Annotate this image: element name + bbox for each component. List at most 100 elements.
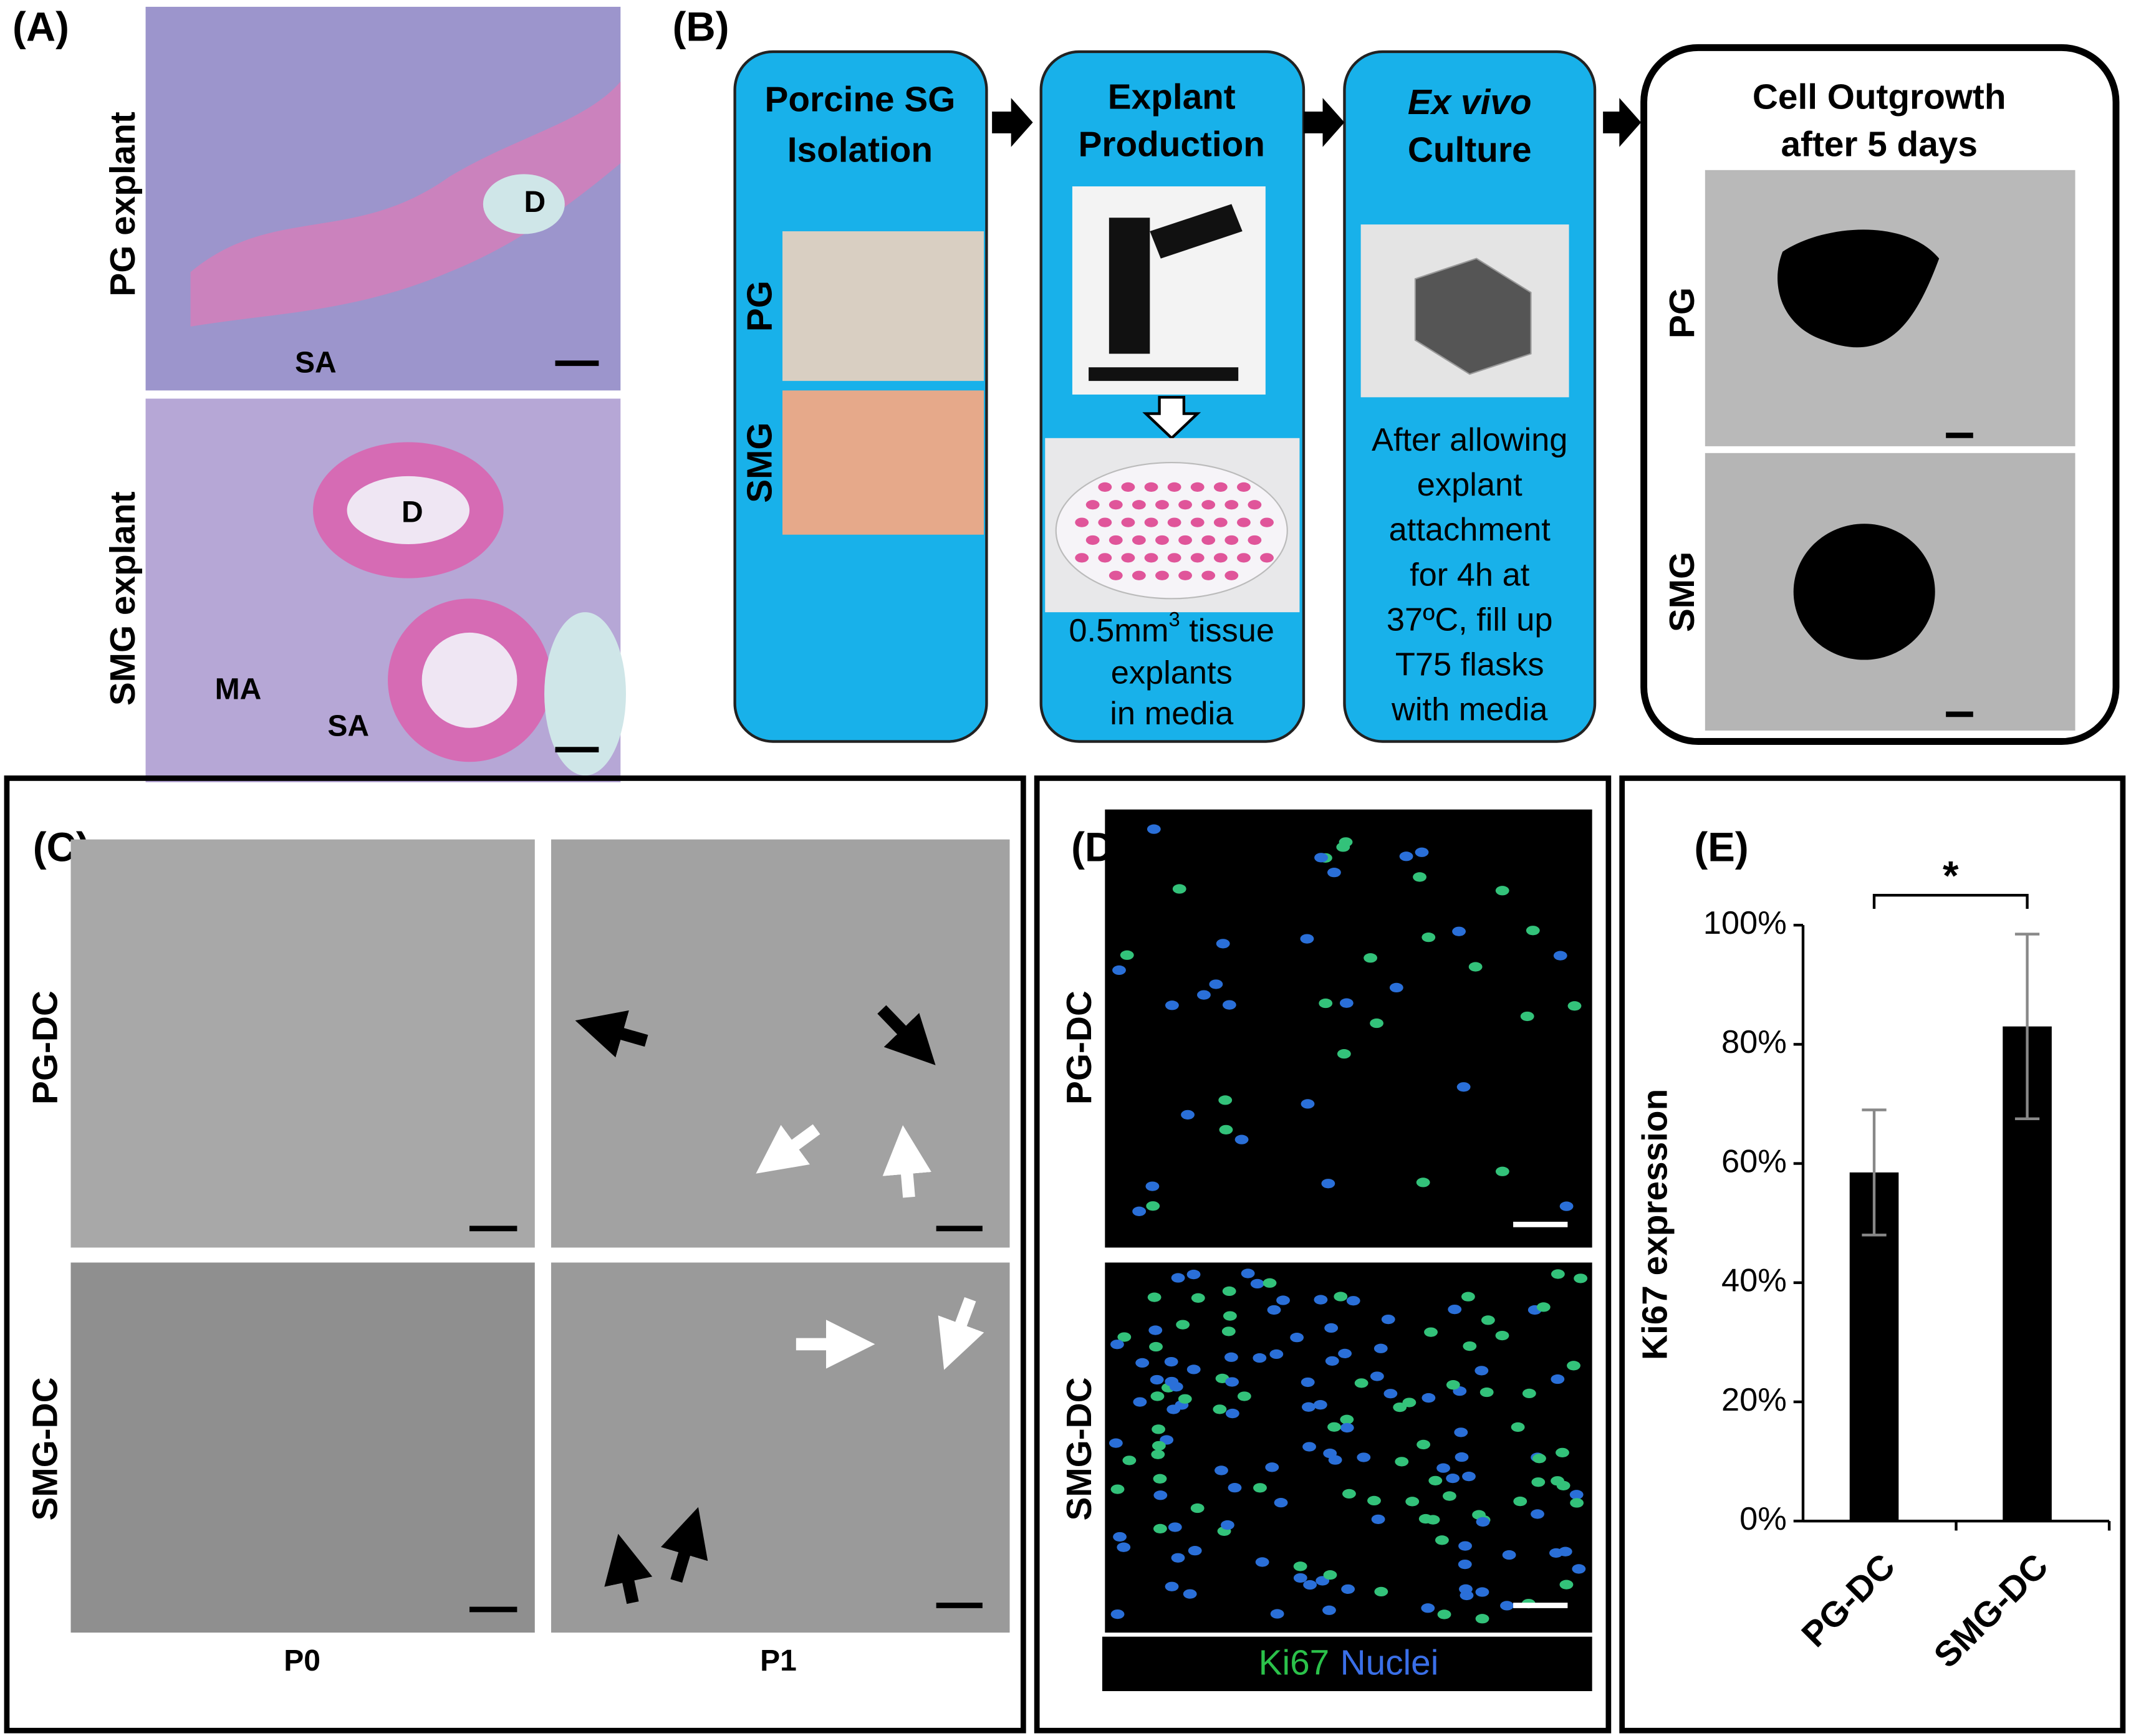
nucleus (1559, 1580, 1574, 1590)
explant-dot (1167, 553, 1181, 563)
nucleus (1456, 1082, 1471, 1092)
nucleus (1176, 1320, 1190, 1330)
row-label: SMG explant (103, 491, 143, 706)
explant-dot (1144, 517, 1158, 527)
row-label: SMG-DC (1060, 1377, 1099, 1520)
explant-dot (1085, 500, 1100, 510)
explant-dot (1085, 535, 1100, 545)
explant-dot (1237, 553, 1251, 563)
tissue-photo (782, 231, 984, 381)
explant-dot (1178, 570, 1192, 580)
explant-dot (1260, 517, 1274, 527)
nucleus (1181, 1110, 1195, 1120)
explant-dot (1237, 482, 1251, 492)
nucleus (1224, 1352, 1238, 1362)
explant-dot (1155, 500, 1169, 510)
panel-c: (C) PG-DC SMG-DC P0 P1 (4, 775, 1026, 1734)
step-text: attachment (1389, 512, 1551, 548)
error-bar (2014, 933, 2040, 1121)
nucleus (1112, 965, 1126, 976)
nucleus (1122, 1455, 1137, 1465)
explant-dot (1260, 553, 1274, 563)
nucleus (1147, 1292, 1162, 1302)
nucleus (1165, 1581, 1179, 1591)
explant-dot (1190, 553, 1205, 563)
step-text-group: After allowing explant attachment for 4h at… (1372, 422, 1567, 727)
nucleus (1110, 1340, 1124, 1350)
nucleus (1443, 1491, 1456, 1501)
nucleus (1454, 1427, 1468, 1437)
nucleus (1255, 1557, 1269, 1567)
nucleus (1339, 998, 1354, 1008)
nucleus (1531, 1509, 1544, 1519)
nucleus (1218, 1095, 1233, 1105)
nucleus (1463, 1341, 1477, 1351)
nucleus (1191, 1293, 1205, 1303)
y-tick-label: 60% (1721, 1143, 1787, 1179)
nucleus (1270, 1609, 1284, 1619)
explant-dot (1224, 570, 1239, 580)
nucleus (1293, 1573, 1307, 1583)
nucleus (1495, 1330, 1509, 1341)
nucleus (1183, 1589, 1197, 1599)
nucleus (1415, 847, 1429, 857)
fluorescence-image (1105, 809, 1592, 1248)
nucleus (1164, 1356, 1178, 1367)
nucleus (1364, 953, 1378, 963)
arrow (882, 1125, 931, 1198)
nucleus (1225, 1377, 1239, 1387)
panel-frame (1034, 775, 1612, 1734)
nucleus (1319, 998, 1333, 1009)
nucleus (1300, 934, 1314, 944)
phase-image (551, 1262, 1010, 1633)
nucleus (1500, 1601, 1514, 1611)
phase-image (70, 839, 535, 1248)
nucleus (1221, 1326, 1236, 1336)
nucleus (1481, 1315, 1495, 1325)
nucleus (1495, 1166, 1509, 1176)
nucleus (1367, 1495, 1381, 1506)
explant-dot (1098, 482, 1112, 492)
nucleus (1446, 1473, 1460, 1484)
nucleus (1399, 851, 1413, 861)
nucleus (1418, 1513, 1433, 1524)
nucleus (1172, 884, 1186, 894)
explant (1793, 524, 1935, 660)
explant-dot (1201, 535, 1216, 545)
nucleus (1475, 1614, 1489, 1624)
nucleus (1313, 1400, 1327, 1410)
nucleus (1435, 1535, 1449, 1545)
nucleus (1574, 1273, 1588, 1283)
nucleus (1458, 1559, 1472, 1570)
nucleus (1323, 1570, 1337, 1580)
cell-nuclei (1109, 824, 1588, 1624)
explant (1777, 229, 1940, 348)
explant-dot (1248, 535, 1262, 545)
nucleus (1253, 1483, 1267, 1493)
nucleus (1436, 1463, 1450, 1473)
explant-dot (1201, 570, 1216, 580)
nucleus (1120, 950, 1134, 960)
duct-lumen (421, 632, 517, 728)
row-label: PG-DC (26, 990, 65, 1105)
explant-dot (1178, 535, 1192, 545)
nucleus (1117, 1332, 1132, 1342)
explant-dot (1190, 517, 1205, 527)
nucleus (1551, 1374, 1565, 1384)
panel-label: (B) (673, 4, 729, 49)
legend-bar (1102, 1636, 1592, 1691)
nucleus (1165, 1000, 1179, 1010)
nucleus (1536, 1302, 1551, 1312)
nucleus (1452, 926, 1466, 936)
explant-dot (1075, 517, 1089, 527)
nucleus (1346, 1296, 1360, 1306)
nucleus (1153, 1490, 1168, 1500)
nucleus (1327, 1422, 1341, 1432)
explant-dot (1224, 500, 1239, 510)
explant-dot (1109, 535, 1123, 545)
panel-d: (D) Ki67 Nuclei PG-DC SMG-DC (1034, 775, 1612, 1734)
nucleus (1223, 1311, 1237, 1321)
y-axis-label: Ki67 expression (1635, 1089, 1675, 1360)
